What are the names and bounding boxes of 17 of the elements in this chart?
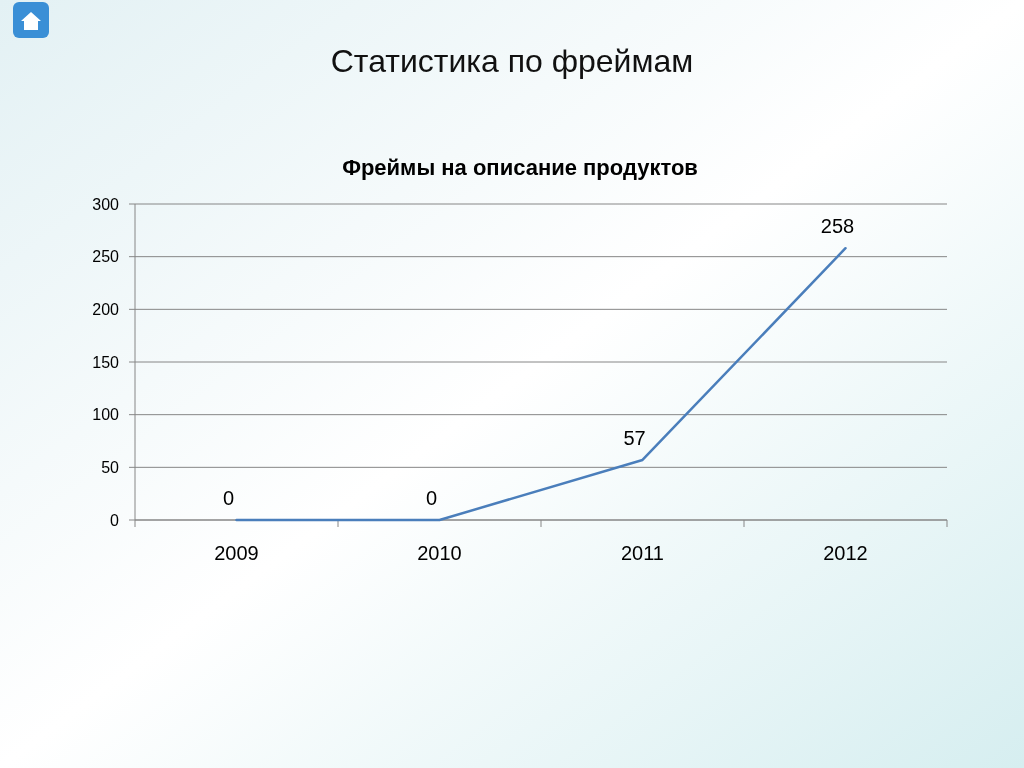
y-tick-label: 150 xyxy=(92,353,120,371)
chart-subtitle: Фреймы на описание продуктов xyxy=(342,155,698,180)
x-tick-label: 2012 xyxy=(823,542,868,564)
data-label: 0 xyxy=(425,487,438,509)
data-label: 258 xyxy=(820,215,855,238)
y-tick-label: 100 xyxy=(92,406,120,424)
y-tick-label: 250 xyxy=(92,248,120,266)
y-tick-label: 200 xyxy=(92,300,120,318)
data-label: 57 xyxy=(623,426,646,449)
chart-title: Статистика по фреймам xyxy=(330,43,694,79)
x-tick-label: 2009 xyxy=(214,542,259,564)
y-tick-label: 300 xyxy=(92,195,120,213)
y-tick-label: 50 xyxy=(101,458,120,476)
x-tick-label: 2011 xyxy=(620,542,665,564)
y-tick-label: 0 xyxy=(110,511,120,529)
x-tick-label: 2010 xyxy=(417,542,462,564)
data-label: 0 xyxy=(222,487,235,509)
